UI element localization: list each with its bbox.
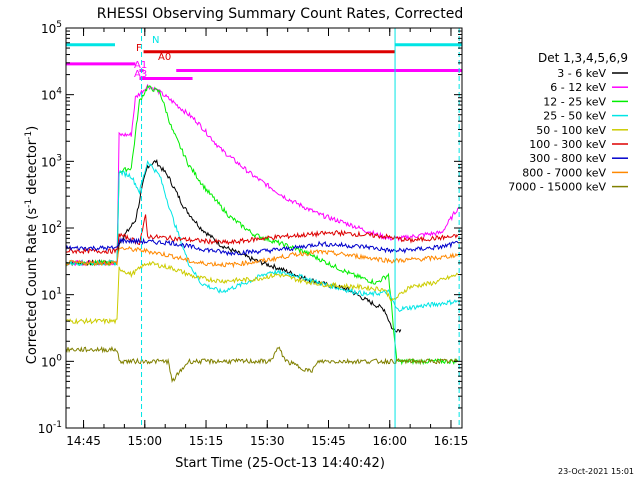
legend-label-3: 25 - 50 keV: [543, 110, 606, 123]
x-tick-label-5: 16:00: [372, 434, 407, 448]
series-line-6: [66, 237, 459, 257]
legend-label-8: 7000 - 15000 keV: [508, 181, 606, 194]
legend-label-0: 3 - 6 keV: [557, 67, 606, 80]
chart-title: RHESSI Observing Summary Count Rates, Co…: [97, 6, 463, 22]
series-line-8: [66, 345, 458, 384]
legend-label-5: 100 - 300 keV: [529, 138, 606, 151]
legend-title: Det 1,3,4,5,6,9: [538, 51, 628, 65]
legend-label-1: 6 - 12 keV: [550, 81, 606, 94]
axes: 105 104 103 102 101 100 10-1 14:45 15:00 15:15 15:…: [38, 20, 469, 448]
attenuator-label-2: A0: [158, 52, 171, 63]
x-tick-label-1: 15:00: [127, 434, 162, 448]
y-axis-label: Corrected Count Rate (s-1 detector-1): [24, 126, 40, 364]
attenuator-label-0: N: [152, 35, 159, 46]
generation-timestamp: 23-Oct-2021 15:01: [558, 467, 634, 476]
x-tick-label-6: 16:15: [434, 434, 469, 448]
x-tick-label-2: 15:15: [189, 434, 224, 448]
y-tick-label-2: 103: [41, 153, 62, 169]
series-line-4: [66, 260, 459, 325]
legend-label-7: 800 - 7000 keV: [522, 166, 606, 179]
y-tick-label-0: 105: [41, 20, 62, 36]
series-line-0: [66, 158, 402, 333]
attenuator-label-3: A1: [134, 60, 147, 71]
y-tick-label-3: 102: [41, 220, 62, 236]
attenuator-label-1: F: [136, 43, 142, 54]
y-tick-label-1: 104: [41, 87, 62, 103]
legend-label-6: 300 - 800 keV: [529, 152, 606, 165]
series-group: [66, 28, 462, 428]
series-line-3: [66, 159, 459, 313]
y-tick-label-5: 100: [41, 353, 62, 369]
attenuator-label-4: A3: [134, 69, 147, 80]
x-tick-label-0: 14:45: [66, 434, 101, 448]
x-tick-label-3: 15:30: [250, 434, 285, 448]
y-tick-label-6: 10-1: [38, 420, 62, 436]
plot-frame: [65, 27, 463, 429]
legend-label-2: 12 - 25 keV: [543, 95, 606, 108]
x-tick-label-4: 15:45: [311, 434, 346, 448]
y-tick-label-4: 101: [41, 287, 62, 303]
legend-label-4: 50 - 100 keV: [536, 124, 606, 137]
series-line-7: [66, 245, 459, 269]
series-line-2: [66, 84, 459, 366]
x-axis-label: Start Time (25-Oct-13 14:40:42): [175, 456, 385, 471]
